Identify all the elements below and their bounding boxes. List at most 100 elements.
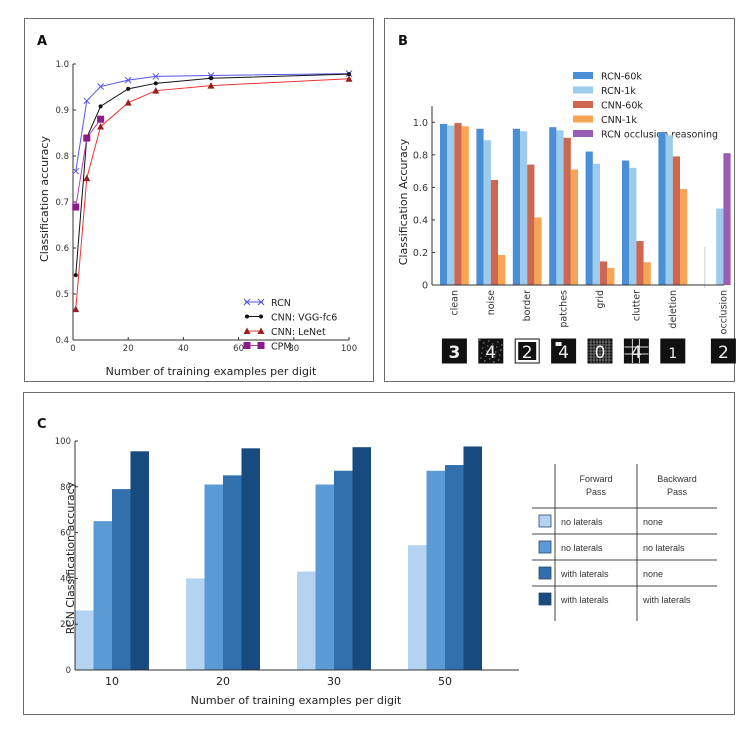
bar-deletion-rcn-1k — [665, 135, 673, 285]
y-tick-label: 20 — [60, 620, 71, 630]
digit-glyph: 3 — [448, 343, 460, 363]
legend-label: CNN: VGG-fc6 — [271, 313, 337, 324]
legend-swatch — [573, 101, 593, 108]
noise-dot — [496, 346, 498, 348]
data-point — [153, 81, 158, 86]
category-label: border — [522, 290, 533, 321]
x-tick-label: 20 — [216, 675, 230, 688]
panel-c-axes — [74, 441, 519, 671]
digit-image-background — [551, 338, 577, 364]
panel-b-label: B — [398, 34, 408, 49]
legend-swatch — [538, 566, 552, 580]
noise-dot — [481, 352, 483, 354]
bar-border-rcn-1k — [520, 131, 528, 285]
bar-20-series-2 — [204, 484, 223, 670]
y-tick-label: 100 — [55, 437, 71, 447]
panel-c-label: C — [37, 417, 47, 432]
bar-patches-rcn-1k — [556, 130, 564, 285]
bar-grid-cnn-60k — [600, 261, 608, 285]
bar-noise-cnn-1k — [498, 254, 506, 285]
bar-noise-cnn-60k — [490, 180, 498, 285]
series-cnn-vgg-fc6 — [73, 72, 351, 278]
bar-clean-rcn-1k — [447, 125, 455, 285]
bar-clutter-rcn-60k — [622, 160, 630, 285]
legend-label: CNN-1k — [601, 115, 637, 126]
data-point — [83, 134, 91, 142]
legend-label: CNN-60k — [601, 101, 643, 112]
data-point — [97, 123, 105, 130]
digit-glyph: 4 — [485, 343, 496, 363]
digit-glyph: 0 — [595, 343, 606, 363]
legend-item: CNN-60k — [573, 101, 643, 112]
panel-a-ticks: 0 20 40 60 80 100 0.4 0.5 0.6 0.7 0.8 0.9 1.0 — [55, 60, 357, 354]
bar-10-series-3 — [112, 489, 131, 670]
digit-image-background — [710, 338, 736, 364]
noise-dot — [501, 344, 503, 346]
legend-item: CNN-1k — [573, 115, 637, 126]
table-header: Forward — [579, 474, 612, 484]
table-cell-forward: with laterals — [560, 569, 609, 579]
table-cell-forward: no laterals — [561, 543, 603, 553]
x-tick-label: 40 — [178, 344, 189, 354]
bar-border-cnn-1k — [534, 217, 542, 285]
x-tick-label: 100 — [341, 344, 357, 354]
data-point — [152, 73, 160, 80]
digit-image-grid: 0 — [587, 338, 613, 364]
category-label: deletion — [668, 290, 679, 329]
table-cell-forward: with laterals — [560, 595, 609, 605]
legend-marker — [257, 298, 265, 306]
y-tick-label: 1.0 — [55, 60, 69, 70]
digit-image-background — [441, 338, 467, 364]
noise-dot — [486, 350, 488, 352]
legend-swatch — [573, 130, 593, 137]
bar-patches-rcn-60k — [549, 127, 557, 286]
bar-grid-rcn-1k — [592, 163, 600, 285]
series-cpm — [72, 115, 105, 211]
table-header: Backward — [657, 474, 697, 484]
data-point — [83, 97, 91, 105]
bar-occlusion-rcn-1k — [716, 208, 724, 285]
legend-item: RCN-1k — [573, 86, 636, 97]
digit-image-clean: 3 — [441, 338, 467, 364]
bar-20-series-1 — [186, 578, 205, 670]
bar-50-series-4 — [463, 446, 482, 670]
data-point — [72, 203, 80, 211]
panel-a-chart: A 0 20 40 60 80 100 0.4 0.5 0.6 0.7 0.8 0.9 1.0 RCN C… — [37, 34, 357, 378]
bar-50-series-3 — [445, 465, 464, 670]
x-tick-label: 80 — [288, 344, 299, 354]
panel-a: A 0 20 40 60 80 100 0.4 0.5 0.6 0.7 0.8 0.9 1.0 RCN C… — [24, 18, 374, 382]
noise-dot — [479, 339, 481, 341]
bar-clean-rcn-60k — [440, 123, 448, 286]
panel-b: B RCN-60k RCN-1k CNN-60k CNN-1k RCN occlusio… — [384, 18, 736, 382]
bar-grid-cnn-1k — [607, 267, 615, 285]
y-tick-label: 0.4 — [413, 215, 428, 226]
digit-image-clutter: 4 — [623, 338, 649, 364]
noise-dot — [480, 357, 482, 359]
bar-patches-cnn-60k — [563, 137, 571, 285]
data-point — [72, 305, 80, 313]
noise-dot — [487, 345, 489, 347]
category-label: patches — [559, 290, 570, 328]
noise-dot — [497, 341, 499, 343]
digit-image-background — [660, 338, 686, 364]
series-cnn-lenet — [72, 75, 353, 313]
y-tick-label: 0.4 — [55, 336, 69, 346]
legend-swatch — [538, 592, 552, 606]
x-tick-label: 10 — [105, 675, 119, 688]
digit-image-deletion: 1 — [660, 338, 686, 364]
noise-dot — [500, 349, 502, 351]
y-tick-label: 1.0 — [413, 118, 428, 129]
legend-swatch — [573, 115, 593, 123]
noise-dot — [490, 353, 492, 355]
data-point — [98, 104, 103, 109]
noise-dot — [492, 343, 494, 345]
bar-clutter-rcn-1k — [629, 167, 637, 285]
data-point — [209, 76, 213, 81]
panel-b-y-axis-label: Classification Accuracy — [397, 138, 410, 265]
bar-border-rcn-60k — [512, 128, 520, 285]
table-row: no laterals none — [532, 514, 717, 535]
x-tick-label: 0 — [70, 344, 75, 354]
noise-dot — [485, 355, 487, 357]
data-point — [124, 76, 132, 84]
x-tick-label: 30 — [327, 675, 341, 688]
